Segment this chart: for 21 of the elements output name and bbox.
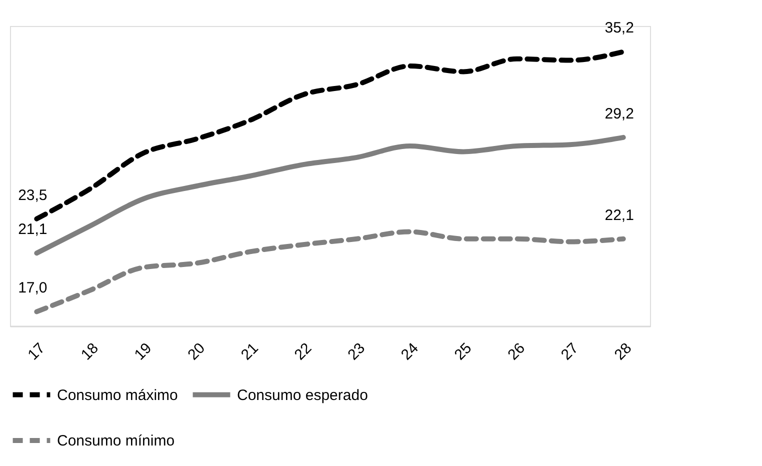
legend-label: Consumo esperado bbox=[237, 386, 368, 404]
x-tick-label: 28 bbox=[611, 340, 636, 364]
x-tick-label: 25 bbox=[451, 340, 476, 364]
data-label: 22,1 bbox=[604, 206, 634, 224]
data-label: 23,5 bbox=[18, 186, 48, 204]
x-tick-label: 27 bbox=[558, 340, 582, 364]
x-tick-label: 24 bbox=[398, 340, 422, 364]
data-label: 35,2 bbox=[604, 20, 634, 37]
data-label: 21,1 bbox=[18, 221, 48, 238]
x-tick-label: 18 bbox=[78, 340, 102, 364]
data-label: 17,0 bbox=[18, 280, 48, 297]
x-tick-label: 21 bbox=[238, 340, 262, 364]
data-label: 29,2 bbox=[604, 105, 634, 122]
legend-label: Consumo máximo bbox=[57, 386, 178, 404]
x-tick-label: 20 bbox=[184, 340, 208, 364]
legend-label: Consumo mínimo bbox=[57, 432, 175, 450]
x-tick-label: 26 bbox=[504, 340, 528, 364]
x-tick-label: 23 bbox=[344, 340, 368, 364]
x-tick-label: 19 bbox=[131, 340, 156, 364]
x-tick-label: 17 bbox=[24, 340, 48, 364]
x-tick-label: 22 bbox=[291, 340, 316, 364]
